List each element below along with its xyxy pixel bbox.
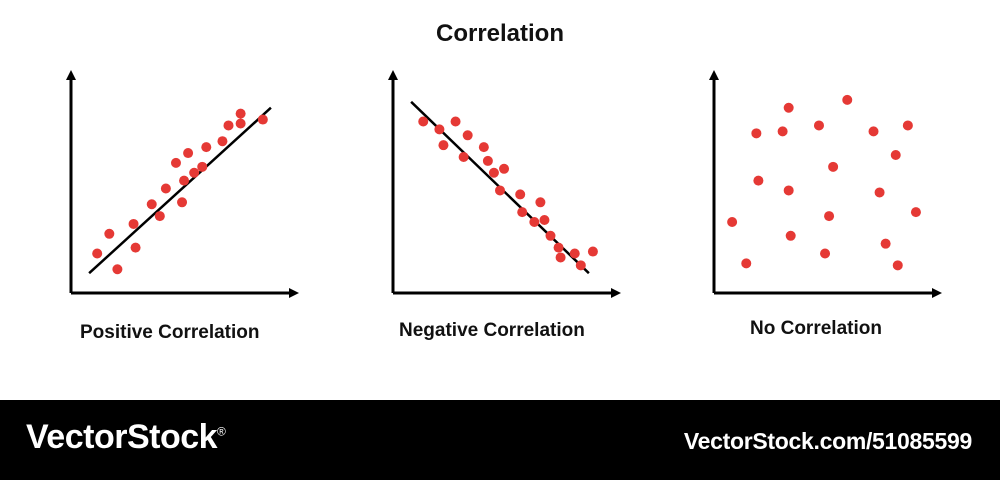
data-point bbox=[495, 185, 505, 196]
data-point bbox=[112, 264, 123, 275]
x-axis-arrow-icon bbox=[289, 288, 299, 298]
data-point bbox=[553, 242, 564, 253]
data-point bbox=[478, 142, 489, 153]
data-point bbox=[727, 216, 738, 227]
data-point bbox=[751, 128, 762, 139]
scatter-svg bbox=[66, 70, 299, 298]
data-point bbox=[434, 124, 445, 135]
data-point bbox=[450, 116, 461, 127]
negative-correlation-plot bbox=[377, 60, 637, 310]
negative-correlation-caption: Negative Correlation bbox=[399, 320, 585, 341]
data-point bbox=[539, 215, 550, 226]
data-point bbox=[753, 175, 764, 186]
data-point bbox=[874, 187, 885, 198]
data-point bbox=[892, 260, 903, 271]
data-point bbox=[235, 118, 246, 129]
data-point bbox=[146, 199, 157, 210]
data-point bbox=[170, 157, 181, 168]
scatter-svg bbox=[388, 70, 621, 298]
no-correlation-caption: No Correlation bbox=[750, 318, 882, 339]
y-axis-arrow-icon bbox=[66, 70, 76, 80]
data-point bbox=[128, 218, 139, 229]
data-point bbox=[902, 120, 913, 131]
data-point bbox=[160, 183, 171, 194]
data-point bbox=[783, 102, 794, 113]
data-point bbox=[515, 189, 526, 200]
data-point bbox=[183, 148, 194, 159]
data-point bbox=[820, 248, 831, 259]
data-point bbox=[828, 161, 839, 172]
y-axis-arrow-icon bbox=[709, 70, 719, 80]
data-point bbox=[235, 108, 246, 119]
data-point bbox=[458, 151, 469, 162]
data-point bbox=[529, 216, 540, 227]
data-point bbox=[555, 252, 566, 263]
data-point bbox=[197, 161, 208, 172]
data-point bbox=[545, 230, 556, 241]
brand-name: VectorStock bbox=[26, 418, 218, 456]
y-axis-arrow-icon bbox=[388, 70, 398, 80]
data-point bbox=[842, 94, 853, 105]
data-point bbox=[488, 167, 499, 178]
data-point bbox=[868, 126, 879, 137]
data-point bbox=[535, 197, 546, 208]
data-point bbox=[462, 130, 473, 141]
data-point bbox=[189, 167, 200, 178]
data-point bbox=[824, 211, 835, 222]
data-point bbox=[569, 248, 580, 259]
x-axis-arrow-icon bbox=[932, 288, 942, 298]
no-correlation-plot bbox=[698, 60, 958, 310]
stock-image-id: VectorStock.com/51085599 bbox=[683, 428, 972, 454]
data-point bbox=[783, 185, 794, 196]
data-point bbox=[223, 120, 234, 131]
data-point bbox=[418, 116, 429, 127]
data-point bbox=[777, 126, 788, 137]
data-point bbox=[910, 207, 921, 218]
data-point bbox=[587, 246, 598, 257]
chart-title: Correlation bbox=[435, 20, 564, 47]
data-point bbox=[130, 242, 141, 253]
positive-correlation-caption: Positive Correlation bbox=[80, 322, 260, 343]
data-point bbox=[257, 114, 268, 125]
data-point bbox=[741, 258, 752, 269]
x-axis-arrow-icon bbox=[611, 288, 621, 298]
trend-line bbox=[88, 106, 272, 275]
data-point bbox=[499, 163, 510, 174]
data-point bbox=[785, 230, 796, 241]
data-point bbox=[482, 155, 493, 166]
scatter-svg bbox=[709, 70, 942, 298]
positive-correlation-plot bbox=[55, 60, 315, 310]
data-point bbox=[92, 248, 103, 259]
data-point bbox=[201, 142, 212, 153]
data-point bbox=[104, 228, 115, 239]
watermark-banner: VectorStock® VectorStock.com/51085599 bbox=[0, 400, 1000, 480]
data-point bbox=[880, 238, 891, 249]
registered-mark: ® bbox=[217, 424, 226, 439]
data-point bbox=[890, 150, 901, 161]
data-point bbox=[575, 260, 586, 271]
data-point bbox=[154, 211, 165, 222]
data-point bbox=[179, 175, 190, 186]
data-point bbox=[813, 120, 824, 131]
data-point bbox=[177, 197, 188, 208]
data-point bbox=[438, 140, 449, 151]
brand-logo: VectorStock® bbox=[26, 418, 226, 457]
data-point bbox=[217, 136, 228, 147]
data-point bbox=[517, 207, 528, 218]
